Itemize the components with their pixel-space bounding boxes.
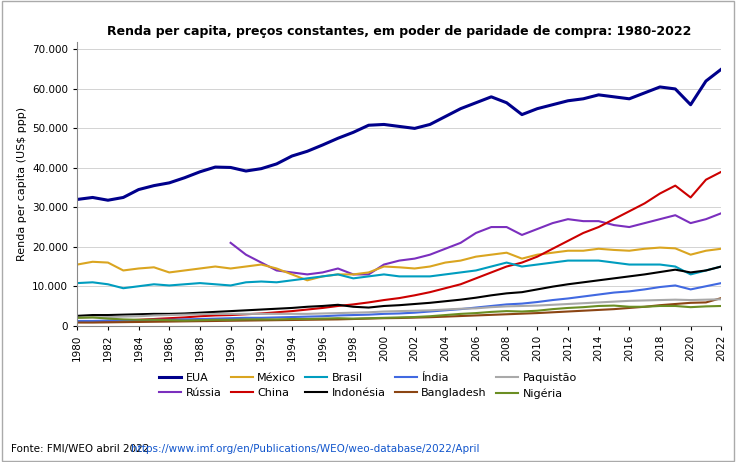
Text: Fonte: FMI/WEO abril 2022: Fonte: FMI/WEO abril 2022 — [11, 444, 152, 454]
Y-axis label: Renda per capita (US$ ppp): Renda per capita (US$ ppp) — [17, 107, 26, 261]
Title: Renda per capita, preços constantes, em poder de paridade de compra: 1980-2022: Renda per capita, preços constantes, em … — [107, 24, 691, 37]
Text: https://www.imf.org/en/Publications/WEO/weo-database/2022/April: https://www.imf.org/en/Publications/WEO/… — [131, 444, 480, 454]
Legend: EUA, Rússia, México, China, Brasil, Indonésia, Índia, Bangladesh, Paquistão, Nig: EUA, Rússia, México, China, Brasil, Indo… — [155, 368, 581, 403]
